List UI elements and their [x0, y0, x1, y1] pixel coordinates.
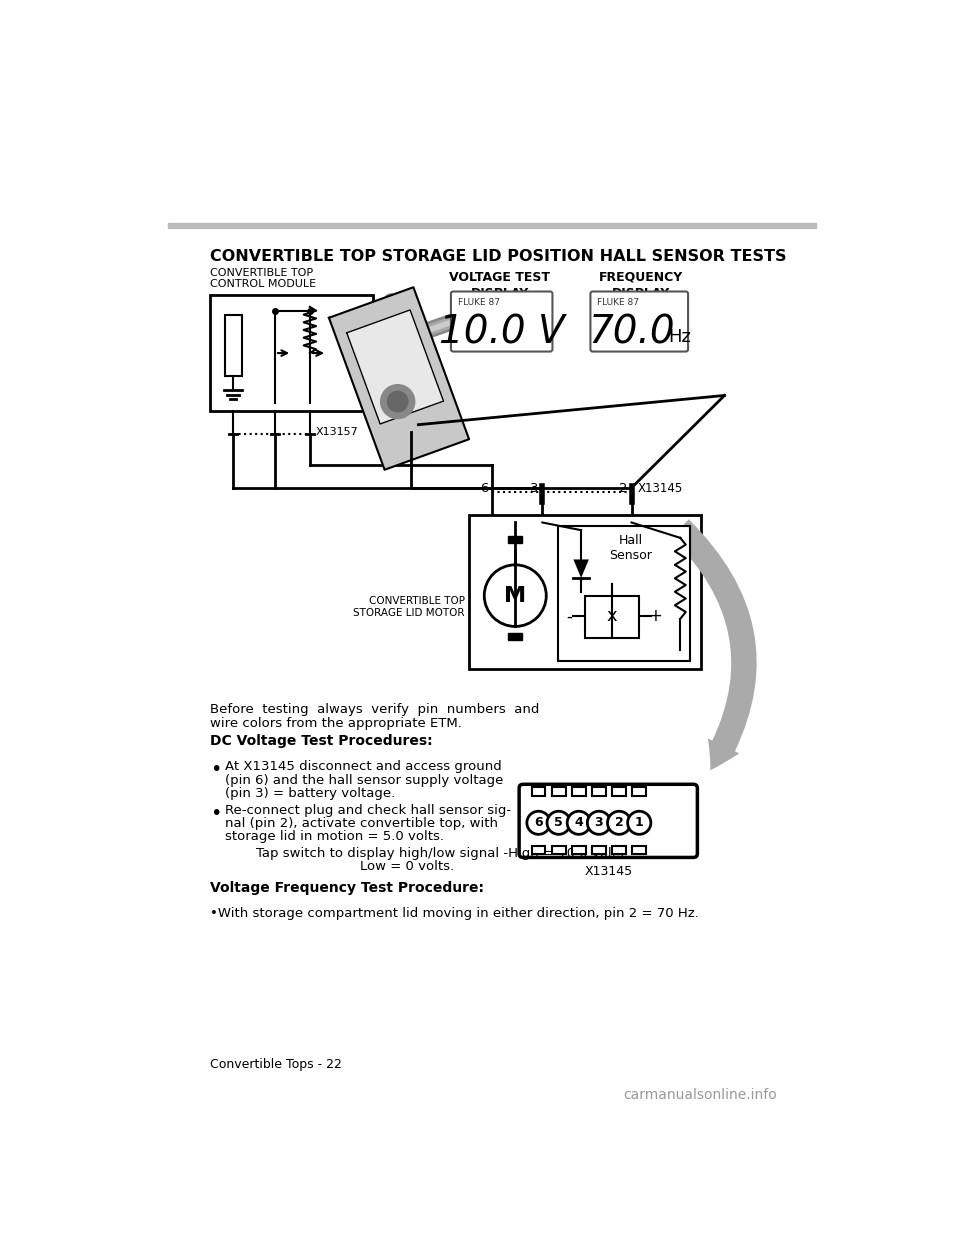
Text: (pin 3) = battery voltage.: (pin 3) = battery voltage.	[225, 786, 395, 800]
Text: •With storage compartment lid moving in either direction, pin 2 = 70 Hz.: •With storage compartment lid moving in …	[210, 907, 699, 920]
Text: Voltage Frequency Test Procedure:: Voltage Frequency Test Procedure:	[210, 881, 484, 894]
Text: Hall
Sensor: Hall Sensor	[609, 534, 652, 563]
Circle shape	[608, 811, 631, 835]
Text: X13157: X13157	[316, 427, 359, 437]
Text: CONVERTIBLE TOP
CONTROL MODULE: CONVERTIBLE TOP CONTROL MODULE	[210, 267, 316, 289]
Bar	[572, 846, 586, 853]
Bar	[508, 535, 522, 543]
Bar	[612, 786, 626, 796]
Bar	[612, 846, 626, 853]
Text: 3: 3	[594, 816, 603, 830]
Text: VOLTAGE TEST
DISPLAY: VOLTAGE TEST DISPLAY	[449, 271, 550, 299]
Text: -: -	[566, 607, 572, 626]
Circle shape	[547, 811, 570, 835]
Text: 5: 5	[554, 816, 563, 830]
Text: 3: 3	[530, 482, 539, 494]
Bar	[592, 786, 606, 796]
Bar	[552, 846, 565, 853]
Bar	[210, 296, 372, 411]
Circle shape	[628, 811, 651, 835]
Bar	[532, 846, 545, 853]
Text: carmanualsonline.info: carmanualsonline.info	[623, 1088, 778, 1103]
Circle shape	[380, 385, 415, 419]
Circle shape	[527, 811, 550, 835]
Circle shape	[388, 391, 408, 412]
Text: 1: 1	[635, 816, 643, 830]
Polygon shape	[573, 559, 588, 578]
Text: 10.0 V: 10.0 V	[439, 313, 564, 351]
Text: 2: 2	[619, 482, 628, 494]
Circle shape	[567, 811, 590, 835]
Text: Before  testing  always  verify  pin  numbers  and: Before testing always verify pin numbers…	[210, 703, 540, 717]
Text: Hz: Hz	[669, 328, 691, 347]
Text: +: +	[648, 607, 661, 626]
Bar	[572, 786, 586, 796]
Text: 2: 2	[614, 816, 623, 830]
Bar	[508, 632, 522, 641]
Circle shape	[484, 565, 546, 626]
Text: X13145: X13145	[585, 866, 633, 878]
Text: FLUKE 87: FLUKE 87	[597, 298, 639, 308]
Text: •: •	[210, 804, 221, 822]
Text: 4: 4	[574, 816, 583, 830]
Bar	[633, 846, 646, 853]
Text: CONVERTIBLE TOP STORAGE LID POSITION HALL SENSOR TESTS: CONVERTIBLE TOP STORAGE LID POSITION HAL…	[210, 250, 786, 265]
Text: FREQUENCY
DISPLAY: FREQUENCY DISPLAY	[599, 271, 683, 299]
FancyBboxPatch shape	[519, 784, 697, 857]
Bar	[468, 514, 701, 668]
Bar	[532, 786, 545, 796]
Text: M: M	[504, 586, 526, 606]
Text: DC Voltage Test Procedures:: DC Voltage Test Procedures:	[210, 734, 433, 748]
Text: Tap switch to display high/low signal -High = 10.0 volts.: Tap switch to display high/low signal -H…	[255, 847, 628, 859]
Text: CONVERTIBLE TOP
STORAGE LID MOTOR: CONVERTIBLE TOP STORAGE LID MOTOR	[353, 596, 465, 619]
Text: 6: 6	[480, 482, 488, 494]
Polygon shape	[347, 310, 444, 424]
Text: Low = 0 volts.: Low = 0 volts.	[360, 859, 454, 873]
Bar	[585, 596, 639, 638]
Text: nal (pin 2), activate convertible top, with: nal (pin 2), activate convertible top, w…	[225, 817, 497, 830]
FancyArrowPatch shape	[671, 519, 756, 770]
Text: •: •	[210, 760, 221, 780]
Bar	[592, 846, 606, 853]
FancyBboxPatch shape	[451, 292, 552, 351]
Text: Convertible Tops - 22: Convertible Tops - 22	[210, 1058, 342, 1071]
Text: 70.0: 70.0	[588, 313, 675, 351]
Text: wire colors from the appropriate ETM.: wire colors from the appropriate ETM.	[210, 718, 462, 730]
Bar	[168, 224, 816, 227]
Text: storage lid in motion = 5.0 volts.: storage lid in motion = 5.0 volts.	[225, 830, 444, 843]
Bar	[225, 314, 242, 376]
Text: (pin 6) and the hall sensor supply voltage: (pin 6) and the hall sensor supply volta…	[225, 774, 503, 786]
Text: X13145: X13145	[637, 482, 683, 494]
Polygon shape	[329, 287, 469, 469]
Bar	[633, 786, 646, 796]
Bar	[558, 527, 689, 661]
Circle shape	[588, 811, 611, 835]
FancyBboxPatch shape	[590, 292, 688, 351]
Bar	[552, 786, 565, 796]
Text: x: x	[607, 607, 617, 626]
Text: Re-connect plug and check hall sensor sig-: Re-connect plug and check hall sensor si…	[225, 804, 511, 816]
Text: 6: 6	[534, 816, 542, 830]
Text: FLUKE 87: FLUKE 87	[458, 298, 500, 308]
Text: At X13145 disconnect and access ground: At X13145 disconnect and access ground	[225, 760, 501, 774]
